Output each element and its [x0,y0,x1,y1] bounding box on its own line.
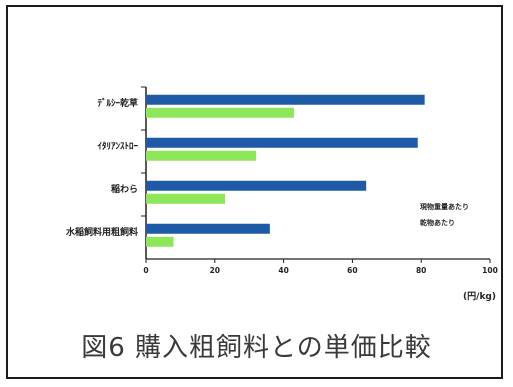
x-tick-label: 60 [347,266,357,275]
figure-caption: 図6 購入粗飼料との単価比較 [81,333,432,363]
legend-entry: 現物重量あたり [420,202,469,211]
bar-series1-1 [146,94,425,105]
bar-series1-4 [146,223,270,234]
category-label: ｲﾀﾘｱﾝｽﾄﾛｰ [97,140,138,152]
bar-series2-1 [146,107,294,118]
x-tick-label: 20 [210,266,220,275]
category-label: 稲わら [111,183,138,195]
bar-series2-2 [146,150,257,161]
x-tick-label: 100 [482,266,498,275]
figure-frame: ﾃﾞﾙｼｰ乾草 ｲﾀﾘｱﾝｽﾄﾛｰ 稲わら水稲飼料用粗飼料 0 20 40 60 80 100 (… [6,5,503,379]
x-axis-unit-label: (円/kg) [463,291,496,302]
x-tick-label: 80 [416,266,426,275]
bar-series1-3 [146,180,367,191]
bar-series2-3 [146,193,226,204]
bar-series2-4 [146,236,174,247]
legend-entry: 乾物あたり [420,218,455,227]
category-label: ﾃﾞﾙｼｰ乾草 [97,97,138,109]
x-tick-label: 40 [278,266,288,275]
x-tick-label: 0 [143,266,148,275]
category-label: 水稲飼料用粗飼料 [66,226,138,238]
bar-series1-2 [146,137,418,148]
